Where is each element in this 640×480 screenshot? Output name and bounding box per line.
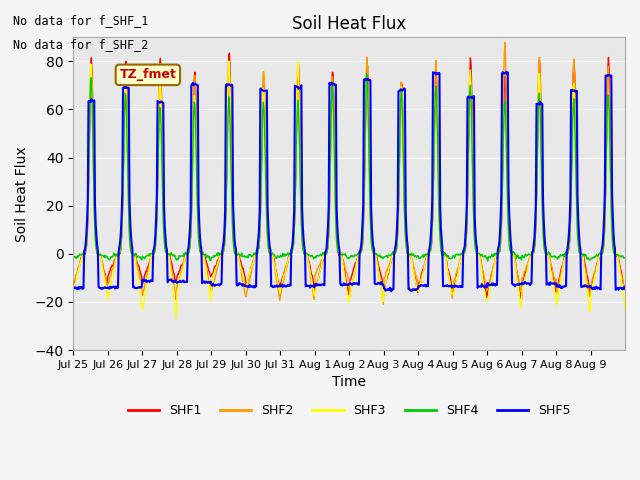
Title: Soil Heat Flux: Soil Heat Flux: [292, 15, 406, 33]
SHF2: [501, 39, 509, 45]
SHF3: [134, 276, 142, 281]
SHF5: [236, 280, 243, 286]
SHF4: [621, 255, 629, 261]
Y-axis label: Soil Heat Flux: Soil Heat Flux: [15, 146, 29, 241]
SHF5: [502, 69, 510, 75]
SHF5: [387, 288, 395, 294]
Text: TZ_fmet: TZ_fmet: [120, 68, 176, 81]
Line: SHF1: SHF1: [74, 53, 625, 299]
SHF4: [70, 253, 77, 259]
X-axis label: Time: Time: [332, 375, 366, 389]
SHF1: [483, 296, 491, 302]
SHF1: [438, 250, 445, 255]
SHF1: [264, 229, 271, 235]
Text: No data for f_SHF_1: No data for f_SHF_1: [13, 14, 148, 27]
SHF3: [438, 249, 446, 255]
SHF2: [621, 286, 629, 291]
SHF5: [438, 236, 445, 242]
SHF2: [263, 211, 271, 216]
SHF5: [134, 285, 142, 290]
SHF5: [263, 88, 271, 94]
SHF2: [407, 253, 415, 259]
SHF1: [407, 251, 415, 257]
Line: SHF2: SHF2: [74, 42, 625, 304]
Line: SHF4: SHF4: [74, 74, 625, 261]
SHF2: [380, 301, 387, 307]
SHF1: [70, 282, 77, 288]
SHF2: [438, 251, 445, 256]
SHF1: [226, 50, 234, 56]
SHF4: [438, 251, 445, 257]
SHF3: [264, 245, 272, 251]
SHF2: [236, 259, 243, 264]
SHF4: [363, 71, 371, 77]
SHF3: [408, 256, 415, 262]
SHF5: [284, 282, 292, 288]
SHF2: [284, 260, 292, 266]
SHF4: [236, 252, 243, 258]
SHF3: [70, 286, 77, 291]
Legend: SHF1, SHF2, SHF3, SHF4, SHF5: SHF1, SHF2, SHF3, SHF4, SHF5: [123, 399, 576, 422]
SHF3: [172, 315, 180, 321]
Line: SHF5: SHF5: [74, 72, 625, 291]
SHF5: [621, 286, 629, 291]
Text: No data for f_SHF_2: No data for f_SHF_2: [13, 38, 148, 51]
SHF4: [484, 258, 492, 264]
SHF3: [285, 254, 293, 260]
SHF4: [407, 252, 415, 258]
SHF1: [236, 257, 244, 263]
SHF5: [70, 285, 77, 290]
SHF4: [284, 250, 292, 256]
SHF3: [225, 58, 232, 64]
SHF3: [621, 308, 629, 313]
SHF1: [285, 254, 292, 260]
SHF5: [407, 288, 415, 293]
Line: SHF3: SHF3: [74, 61, 625, 318]
SHF2: [70, 281, 77, 287]
SHF4: [134, 253, 142, 259]
SHF4: [263, 223, 271, 228]
SHF3: [237, 266, 245, 272]
SHF1: [134, 263, 142, 268]
SHF1: [621, 283, 629, 288]
SHF2: [134, 267, 142, 273]
